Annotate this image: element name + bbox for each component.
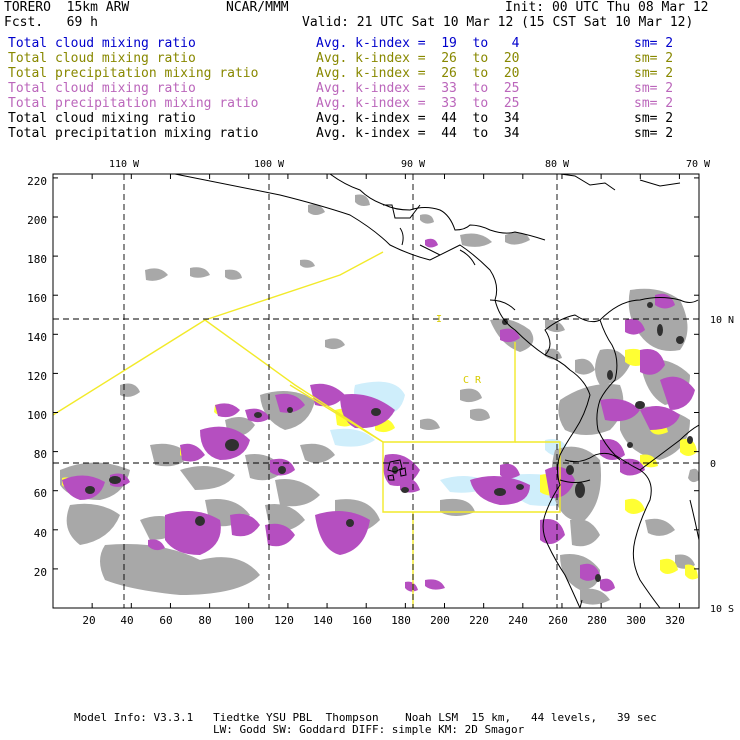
longitude-labels: 110 W 100 W 90 W 80 W 70 W — [109, 159, 711, 170]
x-tick-label: 40 — [120, 614, 133, 627]
x-tick-label: 180 — [391, 614, 411, 627]
legend-index: Avg. k-index = 26 to 20 — [316, 66, 520, 81]
init-time: Init: 00 UTC Thu 08 Mar 12 — [505, 0, 709, 15]
y-tick-label: 100 — [27, 409, 47, 422]
x-tick-label: 160 — [352, 614, 372, 627]
legend-field: Total precipitation mixing ratio — [8, 126, 259, 141]
legend-index: Avg. k-index = 26 to 20 — [316, 51, 520, 66]
legend-smoothing: sm= 2 — [634, 96, 674, 111]
country-label-a: I — [436, 314, 442, 325]
x-tick-label: 120 — [274, 614, 294, 627]
x-tick-label: 320 — [665, 614, 685, 627]
legend-smoothing: sm= 2 — [634, 66, 674, 81]
forecast-hour: Fcst. 69 h — [4, 15, 98, 30]
x-tick-label: 20 — [82, 614, 95, 627]
y-tick-label: 160 — [27, 292, 47, 305]
legend-smoothing: sm= 2 — [634, 51, 674, 66]
lon-label: 100 W — [254, 159, 285, 170]
coastlines — [174, 174, 699, 608]
legend-field: Total cloud mixing ratio — [8, 81, 196, 96]
legend-field: Total precipitation mixing ratio — [8, 96, 259, 111]
dark-cores — [85, 302, 693, 582]
lon-label: 70 W — [686, 159, 711, 170]
x-tick-label: 260 — [548, 614, 568, 627]
lon-label: 110 W — [109, 159, 140, 170]
legend-field: Total cloud mixing ratio — [8, 111, 196, 126]
y-tick-label: 120 — [27, 370, 47, 383]
legend-field: Total precipitation mixing ratio — [8, 66, 259, 81]
legend-index: Avg. k-index = 44 to 34 — [316, 126, 520, 141]
map-fields — [53, 174, 699, 608]
lat-label: 0 — [710, 459, 716, 470]
lon-label: 90 W — [401, 159, 426, 170]
y-tick-label: 80 — [34, 448, 47, 461]
y-tick-labels: 20 40 60 80 100 120 140 160 180 200 220 — [27, 175, 47, 579]
y-tick-label: 60 — [34, 487, 47, 500]
x-tick-label: 280 — [587, 614, 607, 627]
legend-index: Avg. k-index = 33 to 25 — [316, 96, 520, 111]
center-name: NCAR/MMM — [226, 0, 289, 15]
x-tick-label: 100 — [234, 614, 254, 627]
physics-info: LW: Godd SW: Goddard DIFF: simple KM: 2D… — [213, 723, 525, 736]
x-tick-label: 220 — [469, 614, 489, 627]
x-tick-label: 240 — [508, 614, 528, 627]
x-tick-labels: 20 40 60 80 100 120 140 160 180 200 220 … — [82, 614, 685, 627]
legend-field: Total cloud mixing ratio — [8, 51, 196, 66]
legend-smoothing: sm= 2 — [634, 126, 674, 141]
legend-smoothing: sm= 2 — [634, 111, 674, 126]
country-label-b: C R — [463, 375, 482, 386]
legend-index: Avg. k-index = 19 to 4 — [316, 36, 520, 51]
latitude-labels: 10 N 0 10 S — [710, 315, 734, 615]
x-tick-label: 80 — [198, 614, 211, 627]
y-tick-label: 220 — [27, 175, 47, 188]
legend-smoothing: sm= 2 — [634, 81, 674, 96]
x-tick-label: 60 — [159, 614, 172, 627]
y-tick-label: 140 — [27, 331, 47, 344]
legend-smoothing: sm= 2 — [634, 36, 674, 51]
x-tick-label: 140 — [313, 614, 333, 627]
x-tick-label: 200 — [430, 614, 450, 627]
y-tick-label: 180 — [27, 253, 47, 266]
axis-ticks — [52, 174, 699, 609]
legend-field: Total cloud mixing ratio — [8, 36, 196, 51]
lat-label: 10 N — [710, 315, 734, 326]
lat-label: 10 S — [710, 604, 734, 615]
valid-time: Valid: 21 UTC Sat 10 Mar 12 (15 CST Sat … — [302, 15, 694, 30]
model-info: Model Info: V3.3.1 Tiedtke YSU PBL Thomp… — [74, 711, 657, 724]
y-tick-label: 200 — [27, 214, 47, 227]
y-tick-label: 40 — [34, 527, 47, 540]
legend-index: Avg. k-index = 33 to 25 — [316, 81, 520, 96]
y-tick-label: 20 — [34, 566, 47, 579]
map-frame — [52, 173, 700, 609]
model-title: TORERO 15km ARW — [4, 0, 130, 15]
x-tick-label: 300 — [626, 614, 646, 627]
lat-lon-grid — [53, 174, 699, 608]
legend-index: Avg. k-index = 44 to 34 — [316, 111, 520, 126]
lon-label: 80 W — [545, 159, 570, 170]
